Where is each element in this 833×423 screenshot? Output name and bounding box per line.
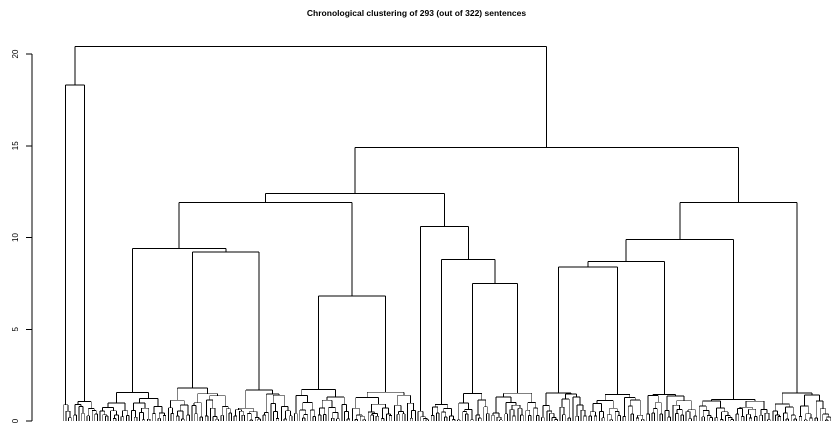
y-tick-label: 20 bbox=[11, 49, 20, 58]
y-tick-label: 5 bbox=[11, 326, 20, 331]
leaf-clusters bbox=[62, 387, 832, 421]
y-axis: 0 5 10 15 20 bbox=[11, 49, 33, 423]
y-tick-label: 0 bbox=[11, 418, 20, 423]
y-tick-label: 10 bbox=[11, 233, 20, 242]
major-merges bbox=[65, 46, 798, 412]
chart-title: Chronological clustering of 293 (out of … bbox=[306, 8, 527, 18]
y-tick-label: 15 bbox=[11, 141, 20, 150]
